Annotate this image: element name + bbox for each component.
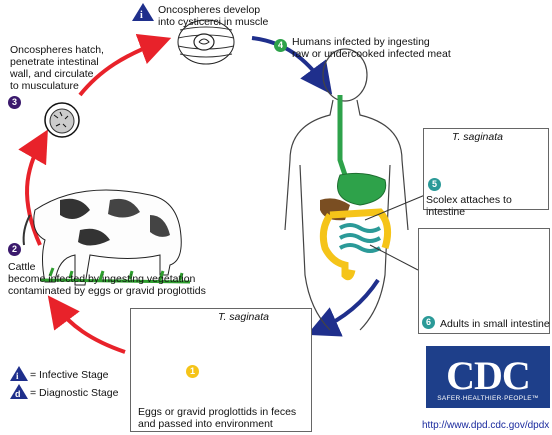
stage-3-text: Oncospheres hatch, penetrate intestinal … <box>10 44 104 92</box>
scolex-box <box>423 128 549 210</box>
stage-6-badge: 6 <box>422 316 435 329</box>
cdc-logo: CDC SAFER·HEALTHIER·PEOPLE™ <box>426 346 550 408</box>
arrow-feces-to-cattle <box>47 295 126 354</box>
stage-2-text: Cattle become infected by ingesting vege… <box>8 261 206 297</box>
stage-2-badge: 2 <box>8 243 21 256</box>
environment-box <box>130 308 312 432</box>
stage-3-badge: 3 <box>8 96 21 109</box>
legend-diagnostic-triangle <box>10 384 28 399</box>
stage-4-text: Humans infected by ingesting raw or unde… <box>292 36 451 60</box>
legend-infective-triangle <box>10 366 28 381</box>
arrow-human-to-feces <box>307 278 380 337</box>
infective-stage-letter: i <box>140 10 143 21</box>
human-body-image <box>284 48 409 331</box>
arrow-oncosphere-to-cysticerci <box>78 33 172 97</box>
cysticercus-in-muscle-image <box>177 19 235 65</box>
infective-stage-marker <box>132 3 154 21</box>
stage-6-text: Adults in small intestine <box>440 318 550 330</box>
stage-5-badge: 5 <box>428 178 441 191</box>
stage-1-text: Oncospheres develop into cysticerci in m… <box>158 4 269 28</box>
arrow-cysticerci-to-human <box>251 36 333 95</box>
stage-5-text: Scolex attaches to intestine <box>426 194 512 218</box>
source-url-link[interactable]: http://www.dpd.cdc.gov/dpdx <box>422 420 550 431</box>
environment-species-label: T. saginata <box>218 311 269 323</box>
stage-4-badge: 4 <box>274 39 287 52</box>
arrow-cattle-to-oncosphere <box>18 129 48 246</box>
legend-infective-letter: i <box>16 371 19 381</box>
stage-1-badge: 1 <box>186 365 199 378</box>
cow-image <box>22 189 191 286</box>
cdc-logo-text: CDC <box>446 353 531 398</box>
legend-diagnostic-letter: d <box>15 389 21 399</box>
cdc-tagline: SAFER·HEALTHIER·PEOPLE™ <box>437 395 539 402</box>
digestive-tract-image <box>319 95 392 281</box>
scolex-species-label: T. saginata <box>452 131 503 143</box>
adults-box <box>418 228 550 334</box>
oncosphere-image <box>44 102 80 138</box>
legend-diagnostic-text: = Diagnostic Stage <box>30 387 119 399</box>
legend-infective-text: = Infective Stage <box>30 369 109 381</box>
stage-7-text: Eggs or gravid proglottids in feces and … <box>138 406 297 430</box>
